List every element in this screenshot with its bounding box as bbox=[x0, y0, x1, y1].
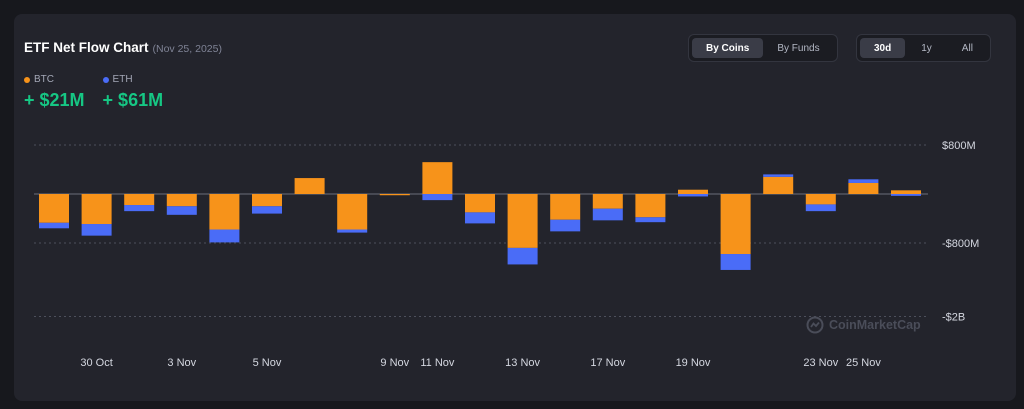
eth-bar bbox=[720, 254, 751, 270]
btc-bar bbox=[124, 194, 155, 206]
btc-bar bbox=[720, 194, 751, 255]
watermark-text: CoinMarketCap bbox=[829, 318, 921, 332]
by-coins-button[interactable]: By Coins bbox=[692, 38, 764, 58]
x-tick-label: 17 Nov bbox=[590, 357, 625, 369]
btc-bar bbox=[891, 190, 921, 194]
x-tick-label: 23 Nov bbox=[803, 357, 838, 369]
btc-bar bbox=[635, 194, 666, 218]
eth-bar bbox=[550, 219, 581, 232]
eth-bar bbox=[592, 208, 623, 221]
btc-bar bbox=[848, 182, 879, 194]
eth-bar bbox=[252, 206, 282, 214]
title-row: ETF Net Flow Chart (Nov 25, 2025) bbox=[24, 40, 222, 55]
eth-bar bbox=[763, 174, 794, 177]
eth-bar bbox=[422, 194, 453, 201]
btc-bar bbox=[294, 178, 325, 194]
range-toggle: 30d 1y All bbox=[856, 34, 991, 62]
x-tick-label: 5 Nov bbox=[253, 357, 282, 369]
y-tick-label: $800M bbox=[942, 140, 976, 152]
range-all-button[interactable]: All bbox=[961, 42, 973, 54]
chart-title: ETF Net Flow Chart bbox=[24, 40, 149, 55]
btc-bar bbox=[805, 194, 836, 205]
legend-name-btc: BTC bbox=[34, 74, 54, 85]
eth-bar bbox=[635, 217, 666, 223]
x-tick-label: 19 Nov bbox=[676, 357, 711, 369]
range-30d-button[interactable]: 30d bbox=[860, 38, 906, 58]
eth-bar bbox=[124, 205, 155, 212]
coinmarketcap-logo-icon bbox=[806, 316, 824, 334]
range-1y-button[interactable]: 1y bbox=[921, 42, 932, 54]
x-tick-label: 11 Nov bbox=[420, 357, 455, 369]
eth-dot-icon bbox=[102, 76, 109, 83]
legend-item-btc[interactable]: BTC + $21M bbox=[24, 74, 85, 111]
eth-bar bbox=[678, 194, 708, 197]
eth-bar bbox=[465, 212, 495, 224]
btc-bar bbox=[166, 194, 197, 207]
chart-date: (Nov 25, 2025) bbox=[152, 43, 222, 55]
x-tick-label: 25 Nov bbox=[846, 357, 881, 369]
y-tick-label: -$800M bbox=[942, 238, 979, 250]
eth-bar bbox=[507, 247, 538, 265]
btc-bar bbox=[678, 189, 708, 194]
btc-bar bbox=[422, 162, 453, 194]
x-tick-label: 30 Oct bbox=[80, 357, 112, 369]
btc-bar bbox=[507, 194, 538, 248]
btc-bar bbox=[379, 194, 410, 196]
btc-bar bbox=[252, 194, 282, 207]
btc-bar bbox=[337, 194, 368, 230]
legend-item-eth[interactable]: ETH + $61M bbox=[102, 74, 164, 111]
y-tick-label: -$2B bbox=[942, 312, 965, 324]
eth-bar bbox=[39, 222, 69, 229]
btc-bar bbox=[465, 194, 495, 213]
x-tick-label: 3 Nov bbox=[167, 357, 196, 369]
legend-value-btc: + $21M bbox=[24, 90, 85, 110]
eth-bar bbox=[848, 179, 879, 183]
view-toggle: By Coins By Funds bbox=[688, 34, 838, 62]
eth-bar bbox=[209, 229, 240, 243]
btc-bar bbox=[550, 194, 581, 220]
btc-bar bbox=[763, 176, 794, 194]
btc-dot-icon bbox=[24, 76, 30, 83]
btc-bar bbox=[592, 194, 623, 209]
x-tick-label: 9 Nov bbox=[380, 357, 409, 369]
x-tick-label: 13 Nov bbox=[505, 357, 540, 369]
eth-bar bbox=[81, 224, 112, 236]
legend-name-eth: ETH bbox=[112, 74, 133, 85]
legend-value-eth: + $61M bbox=[102, 90, 164, 110]
eth-bar bbox=[166, 206, 197, 215]
btc-bar bbox=[39, 194, 69, 223]
eth-bar bbox=[337, 229, 368, 233]
by-funds-button[interactable]: By Funds bbox=[777, 42, 820, 54]
btc-bar bbox=[209, 194, 240, 230]
watermark: CoinMarketCap bbox=[806, 316, 921, 334]
eth-bar bbox=[891, 194, 921, 196]
eth-bar bbox=[805, 204, 836, 212]
legend: BTC + $21M ETH + $61M bbox=[24, 74, 163, 111]
btc-bar bbox=[81, 194, 112, 225]
